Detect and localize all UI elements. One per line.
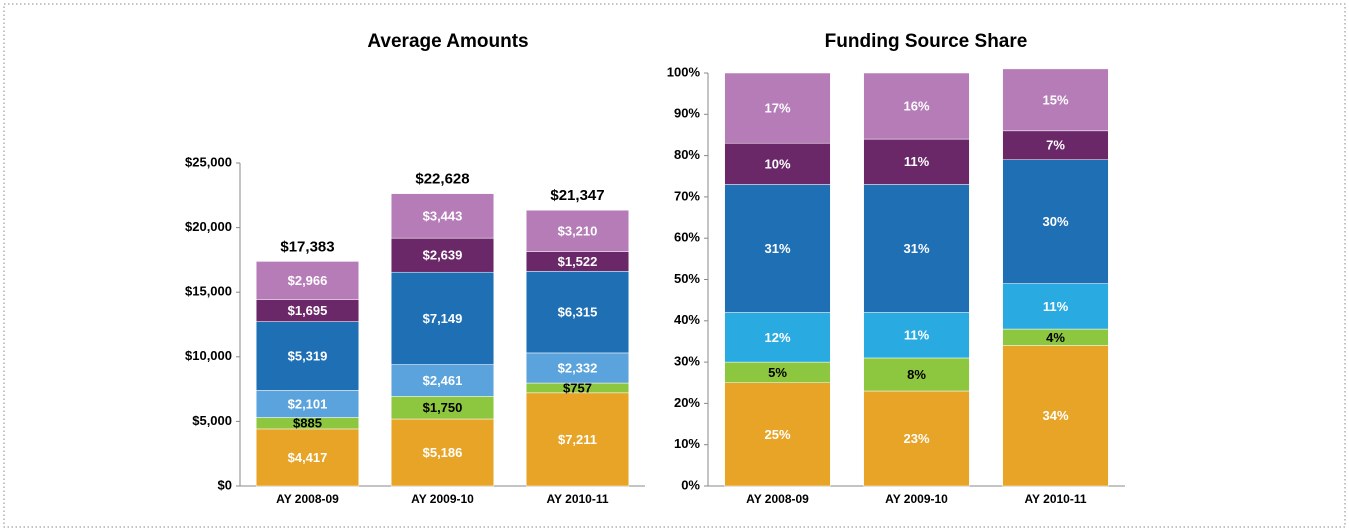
x-tick-label: AY 2010-11 — [1024, 492, 1086, 506]
data-label: 11% — [904, 328, 930, 343]
x-tick-label: AY 2008-09 — [276, 492, 339, 506]
bar-segment — [255, 321, 360, 391]
bar-segment — [390, 364, 495, 397]
chart-title: Average Amounts — [367, 31, 528, 52]
data-label: 17% — [764, 101, 790, 116]
data-label: 10% — [764, 156, 790, 171]
bar-segment — [255, 428, 360, 487]
chart-title: Funding Source Share — [825, 31, 1028, 52]
total-label: $17,383 — [280, 238, 334, 255]
data-label: $2,639 — [423, 248, 463, 263]
y-tick-label: 60% — [674, 230, 700, 245]
bar-segment — [525, 271, 630, 354]
x-tick-label: AY 2010-11 — [546, 492, 608, 506]
bar-segment — [255, 261, 360, 300]
x-tick-label: AY 2009-10 — [885, 492, 948, 506]
y-tick-label: $0 — [218, 477, 232, 492]
y-tick-label: 0% — [681, 477, 700, 492]
data-label: $4,417 — [288, 450, 328, 465]
data-label: 34% — [1042, 408, 1068, 423]
data-label: 12% — [764, 330, 790, 345]
data-label: $2,101 — [288, 396, 328, 411]
y-tick-label: $25,000 — [185, 154, 232, 169]
bar-segment — [863, 312, 970, 359]
data-label: $757 — [563, 380, 592, 395]
data-label: $1,695 — [288, 303, 328, 318]
y-tick-label: 20% — [674, 395, 700, 410]
y-tick-label: 10% — [674, 436, 700, 451]
bar-segment — [863, 138, 970, 185]
data-label: 4% — [1046, 330, 1065, 345]
bar-segment — [724, 72, 831, 144]
y-tick-label: $10,000 — [185, 348, 232, 363]
y-tick-label: 50% — [674, 271, 700, 286]
bar-segment — [1002, 283, 1109, 330]
data-label: $2,461 — [423, 373, 463, 388]
total-label: $22,628 — [415, 171, 469, 188]
y-tick-label: 30% — [674, 354, 700, 369]
y-tick-label: 70% — [674, 188, 700, 203]
bar-segment — [863, 72, 970, 140]
data-label: $2,966 — [288, 273, 328, 288]
data-label: 8% — [907, 367, 926, 382]
data-label: $1,522 — [558, 254, 598, 269]
data-label: $5,319 — [288, 348, 328, 363]
data-label: 25% — [764, 427, 790, 442]
y-tick-label: $15,000 — [185, 284, 232, 299]
data-label: 31% — [764, 241, 790, 256]
data-label: 7% — [1046, 138, 1065, 153]
data-label: $5,186 — [423, 445, 463, 460]
bar-segment — [525, 392, 630, 487]
data-label: $7,149 — [423, 311, 463, 326]
data-label: 15% — [1042, 92, 1068, 107]
bar-segment — [390, 418, 495, 487]
y-tick-label: 40% — [674, 312, 700, 327]
y-tick-label: 100% — [667, 64, 701, 79]
data-label: 31% — [903, 241, 929, 256]
bar-segment — [390, 193, 495, 239]
total-label: $21,347 — [550, 187, 604, 204]
bar-segment — [863, 184, 970, 313]
bar-segment — [1002, 68, 1109, 132]
data-label: 11% — [904, 154, 930, 169]
bar-segment — [1002, 159, 1109, 284]
bar-segment — [390, 271, 495, 365]
x-tick-label: AY 2008-09 — [746, 492, 809, 506]
data-label: $885 — [293, 416, 322, 431]
data-label: 23% — [903, 431, 929, 446]
bar-segment — [724, 142, 831, 185]
bar-segment — [863, 357, 970, 392]
data-label: $6,315 — [558, 305, 598, 320]
bar-segment — [525, 352, 630, 384]
data-label: 30% — [1042, 214, 1068, 229]
data-label: $2,332 — [558, 360, 598, 375]
y-tick-label: 90% — [674, 106, 700, 121]
data-label: $7,211 — [558, 432, 597, 447]
data-label: $3,210 — [558, 223, 598, 238]
x-tick-label: AY 2009-10 — [411, 492, 474, 506]
data-label: $3,443 — [423, 208, 463, 223]
data-label: 5% — [768, 365, 787, 380]
data-label: 11% — [1043, 299, 1069, 314]
bar-segment — [525, 209, 630, 252]
bar-segment — [724, 382, 831, 487]
bar-segment — [724, 312, 831, 363]
bar-segment — [863, 390, 970, 487]
data-label: $1,750 — [423, 400, 463, 415]
bar-segment — [724, 184, 831, 313]
y-tick-label: $5,000 — [192, 413, 232, 428]
bar-segment — [1002, 130, 1109, 160]
data-label: 16% — [903, 98, 929, 113]
bar-segment — [255, 390, 360, 418]
bar-segment — [1002, 345, 1109, 487]
bar-segment — [390, 237, 495, 273]
y-tick-label: 80% — [674, 147, 700, 162]
y-tick-label: $20,000 — [185, 219, 232, 234]
